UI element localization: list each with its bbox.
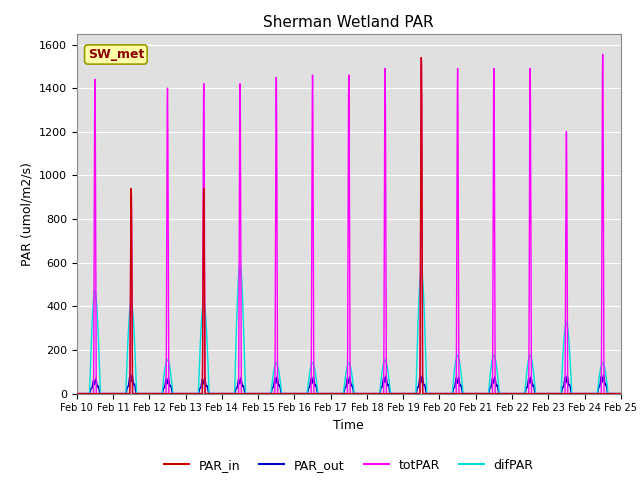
PAR_in [616, 391, 624, 396]
totPAR [440, 391, 448, 396]
PAR_in [471, 391, 479, 396]
difPAR [617, 391, 625, 396]
difPAR [471, 391, 479, 396]
PAR_out [171, 391, 179, 396]
difPAR [236, 262, 244, 268]
PAR_out [73, 391, 81, 396]
totPAR [73, 391, 81, 396]
difPAR [441, 391, 449, 396]
totPAR [616, 391, 624, 396]
totPAR [617, 391, 625, 396]
PAR_out [328, 391, 336, 396]
totPAR [171, 391, 179, 396]
difPAR [328, 391, 336, 396]
PAR_in [171, 391, 179, 396]
PAR_in [617, 391, 625, 396]
Line: PAR_out: PAR_out [77, 375, 621, 394]
Title: Sherman Wetland PAR: Sherman Wetland PAR [264, 15, 434, 30]
X-axis label: Time: Time [333, 419, 364, 432]
difPAR [616, 391, 624, 396]
PAR_out [502, 391, 509, 396]
PAR_out [471, 391, 479, 396]
difPAR [171, 391, 179, 396]
totPAR [502, 391, 509, 396]
totPAR [328, 391, 336, 396]
Line: difPAR: difPAR [77, 265, 621, 394]
difPAR [502, 391, 509, 396]
PAR_in [502, 391, 509, 396]
PAR_out [616, 391, 624, 396]
PAR_in [73, 391, 81, 396]
totPAR [470, 391, 478, 396]
PAR_in [441, 391, 449, 396]
totPAR [599, 51, 607, 57]
PAR_in [328, 391, 336, 396]
PAR_out [128, 372, 136, 378]
difPAR [73, 391, 81, 396]
Line: PAR_in: PAR_in [77, 58, 621, 394]
Text: SW_met: SW_met [88, 48, 144, 61]
PAR_in [417, 55, 425, 60]
Legend: PAR_in, PAR_out, totPAR, difPAR: PAR_in, PAR_out, totPAR, difPAR [159, 454, 539, 477]
PAR_out [441, 391, 449, 396]
Y-axis label: PAR (umol/m2/s): PAR (umol/m2/s) [20, 162, 33, 265]
PAR_out [617, 391, 625, 396]
Line: totPAR: totPAR [77, 54, 621, 394]
